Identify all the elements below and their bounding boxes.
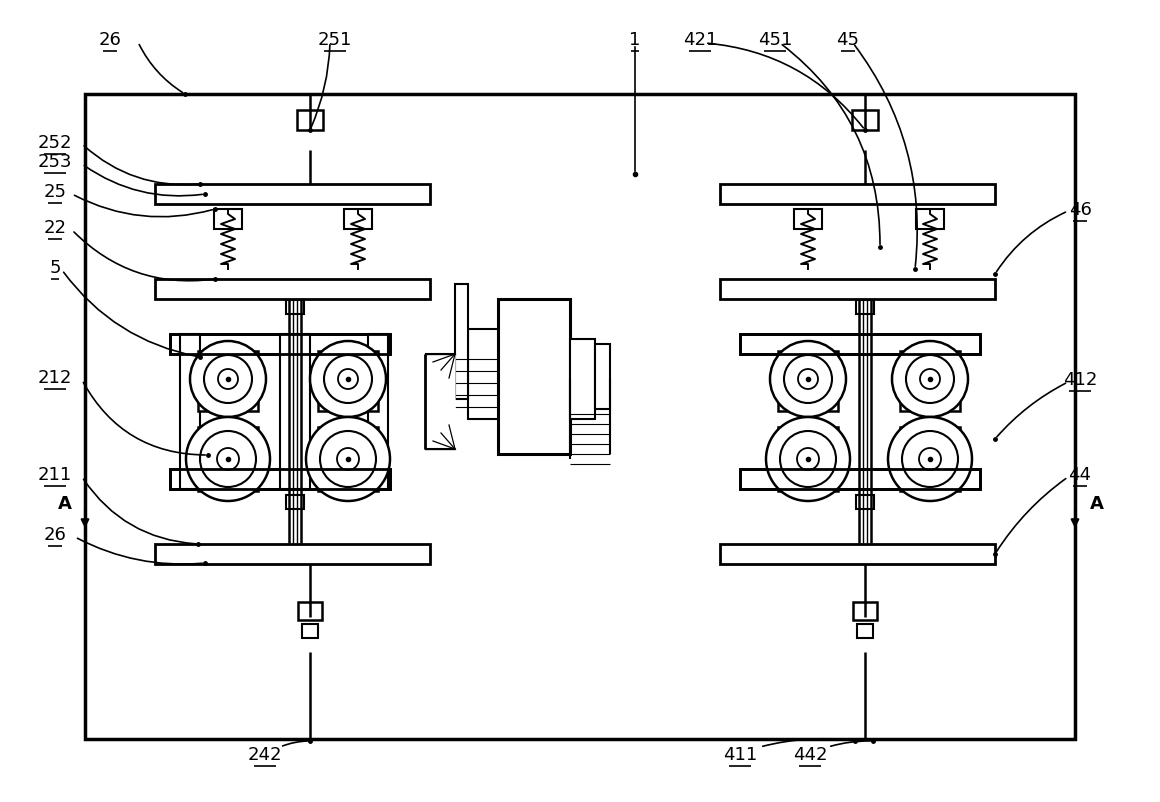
Bar bbox=[302, 624, 318, 638]
Bar bbox=[180, 334, 200, 489]
Bar bbox=[171, 469, 390, 489]
Bar bbox=[720, 184, 995, 205]
Bar bbox=[171, 334, 390, 354]
Circle shape bbox=[306, 418, 390, 501]
Bar bbox=[900, 427, 960, 492]
Text: 44: 44 bbox=[1068, 465, 1092, 484]
Text: 421: 421 bbox=[683, 31, 717, 49]
Bar bbox=[213, 210, 242, 229]
Text: A: A bbox=[1090, 494, 1104, 512]
Circle shape bbox=[310, 342, 386, 418]
Bar bbox=[287, 301, 304, 314]
Bar bbox=[318, 427, 378, 492]
Bar bbox=[368, 334, 387, 489]
Circle shape bbox=[766, 418, 850, 501]
Bar bbox=[455, 285, 467, 399]
Text: 411: 411 bbox=[723, 745, 757, 763]
Bar bbox=[297, 111, 322, 131]
Text: 451: 451 bbox=[757, 31, 792, 49]
Bar bbox=[900, 351, 960, 411]
Bar bbox=[155, 184, 430, 205]
Bar bbox=[280, 334, 310, 489]
Bar bbox=[778, 351, 838, 411]
Circle shape bbox=[186, 418, 270, 501]
Text: 253: 253 bbox=[38, 153, 72, 171]
Text: 22: 22 bbox=[44, 219, 66, 237]
Bar bbox=[287, 496, 304, 509]
Bar bbox=[851, 111, 878, 131]
Bar bbox=[856, 496, 873, 509]
Bar bbox=[171, 469, 390, 489]
Bar bbox=[171, 334, 390, 354]
Text: 26: 26 bbox=[99, 31, 122, 49]
Bar bbox=[85, 95, 1075, 739]
Bar bbox=[570, 339, 595, 419]
Bar bbox=[916, 210, 944, 229]
Text: 5: 5 bbox=[49, 259, 60, 277]
Polygon shape bbox=[425, 354, 455, 455]
Text: 251: 251 bbox=[318, 31, 353, 49]
Bar bbox=[198, 351, 258, 411]
Circle shape bbox=[889, 418, 972, 501]
Text: 211: 211 bbox=[38, 465, 72, 484]
Text: 442: 442 bbox=[792, 745, 827, 763]
Bar bbox=[720, 280, 995, 300]
Bar bbox=[740, 469, 980, 489]
Bar bbox=[740, 334, 980, 354]
Bar bbox=[740, 469, 980, 489]
Text: 412: 412 bbox=[1063, 371, 1097, 388]
Bar bbox=[857, 624, 873, 638]
Bar bbox=[467, 330, 498, 419]
Bar bbox=[853, 602, 877, 620]
Bar bbox=[345, 210, 372, 229]
Text: 252: 252 bbox=[38, 134, 72, 152]
Circle shape bbox=[892, 342, 967, 418]
Bar bbox=[720, 545, 995, 565]
Bar bbox=[298, 602, 322, 620]
Bar bbox=[856, 301, 873, 314]
Bar bbox=[740, 334, 980, 354]
Bar bbox=[318, 351, 378, 411]
Bar bbox=[778, 427, 838, 492]
Text: 26: 26 bbox=[44, 525, 66, 543]
Text: 46: 46 bbox=[1068, 200, 1092, 219]
Text: 1: 1 bbox=[630, 31, 640, 49]
Text: 45: 45 bbox=[836, 31, 860, 49]
Bar bbox=[155, 545, 430, 565]
Text: 242: 242 bbox=[248, 745, 282, 763]
Circle shape bbox=[770, 342, 846, 418]
Bar bbox=[155, 280, 430, 300]
Text: 212: 212 bbox=[38, 369, 72, 387]
Bar bbox=[793, 210, 822, 229]
Text: 25: 25 bbox=[44, 183, 66, 200]
Text: A: A bbox=[58, 494, 72, 512]
Bar bbox=[198, 427, 258, 492]
Bar bbox=[595, 345, 610, 410]
Circle shape bbox=[190, 342, 266, 418]
Bar bbox=[498, 300, 570, 455]
